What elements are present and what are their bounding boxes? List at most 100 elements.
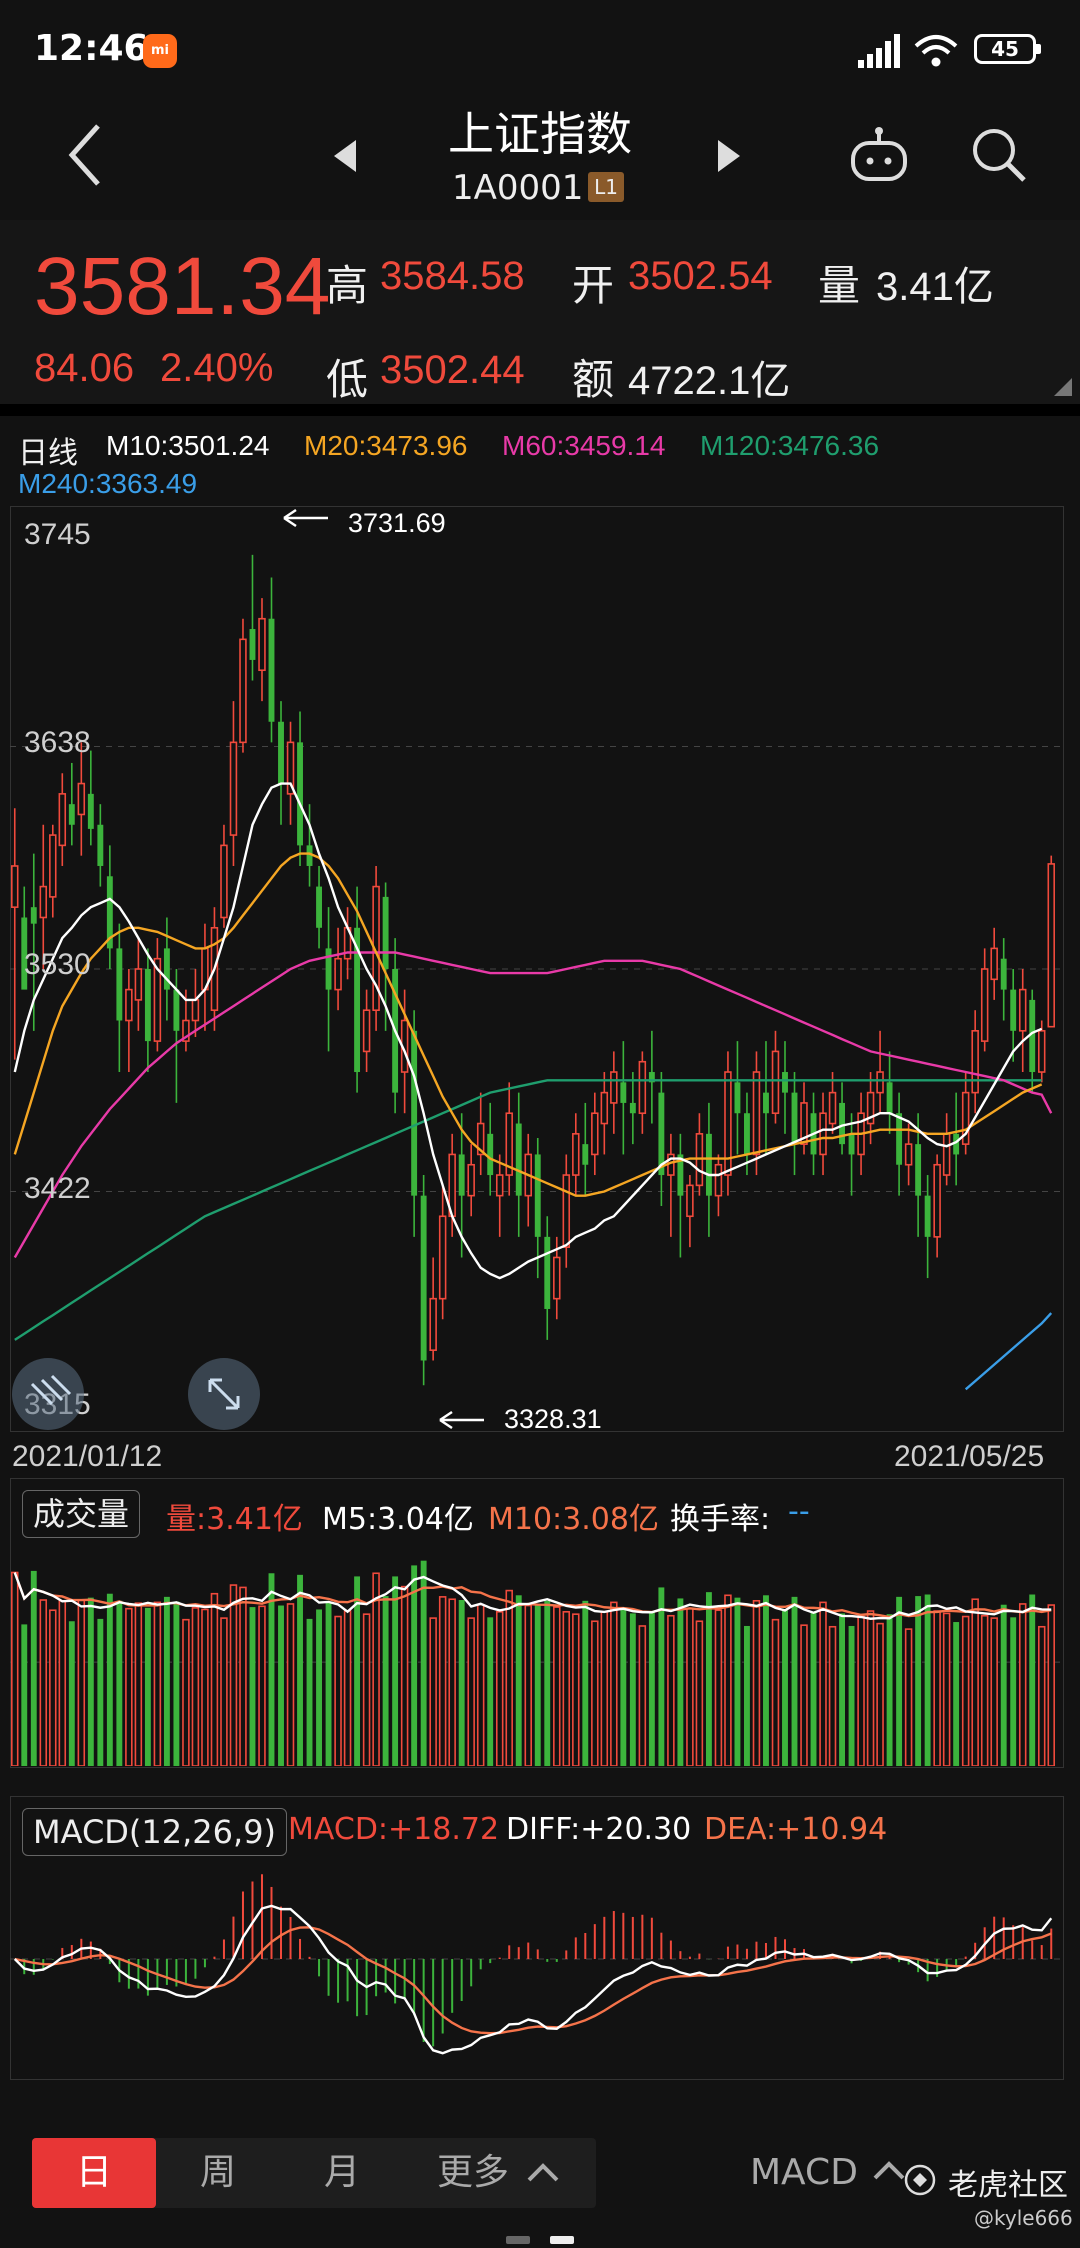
ma20-label: M20:3473.96	[304, 430, 468, 461]
volume-bar	[524, 1604, 532, 1766]
double-chevron-icon	[30, 1374, 72, 1406]
volume-bar	[648, 1612, 655, 1766]
candle-body	[173, 989, 180, 1031]
volume-bar	[667, 1614, 675, 1766]
macd-chart-label[interactable]: MACD(12,26,9)	[22, 1808, 288, 1856]
candle-body	[582, 1144, 589, 1165]
ma10-line	[13, 782, 1043, 1280]
macd-chart[interactable]	[10, 1840, 1064, 2078]
volume-bar	[487, 1617, 494, 1766]
volume-bar	[125, 1607, 133, 1766]
turnover-value: --	[788, 1494, 810, 1529]
volume-bar	[553, 1606, 561, 1766]
tab-day[interactable]: 日	[32, 2138, 156, 2208]
prev-index-icon[interactable]	[330, 138, 358, 174]
next-index-icon[interactable]	[716, 138, 744, 174]
period-label: 日线	[18, 437, 78, 470]
candle-body	[961, 1091, 970, 1145]
volume-bar	[658, 1587, 665, 1766]
volume-bar	[562, 1611, 571, 1766]
tab-more[interactable]: 更多	[436, 2152, 509, 2193]
volume-bar	[600, 1611, 609, 1766]
volume-bar	[839, 1613, 845, 1766]
volume-bar	[163, 1596, 170, 1766]
volume-bar	[819, 1601, 827, 1766]
volume-bar	[448, 1598, 456, 1766]
candle-body	[828, 1091, 837, 1125]
volume-bar	[21, 1624, 28, 1766]
candle-body	[848, 1133, 855, 1155]
candle-body	[971, 1030, 979, 1094]
candle-body	[677, 1154, 684, 1196]
candle-body	[771, 1050, 780, 1115]
volume-bar	[173, 1601, 180, 1766]
volume-bar	[316, 1609, 322, 1766]
status-bar: 12:46 mi 45	[0, 0, 1080, 100]
volume-bar	[610, 1601, 618, 1766]
volume-bar	[857, 1615, 865, 1766]
mi-app-icon: mi	[143, 34, 177, 68]
candle-body	[458, 1154, 465, 1196]
candle-body	[191, 999, 200, 1022]
page-title: 上证指数	[448, 107, 632, 161]
candle-body	[1018, 988, 1027, 1032]
volume-chart-frame	[10, 1478, 1064, 1768]
vol-m5-line	[13, 1572, 1052, 1620]
chevron-up-icon[interactable]	[526, 2160, 560, 2184]
kline-chart[interactable]	[10, 506, 1064, 1432]
low-value: 3502.44	[380, 348, 525, 392]
tab-month[interactable]: 月	[323, 2152, 360, 2193]
volume-bar	[620, 1607, 627, 1766]
volume-bar	[724, 1594, 732, 1766]
volume-bar	[153, 1601, 162, 1766]
volume-bar	[400, 1585, 409, 1766]
volume-bar	[334, 1615, 342, 1766]
volume-bar	[249, 1607, 256, 1766]
volume-chart-label[interactable]: 成交量	[22, 1490, 141, 1538]
candle-body	[782, 1072, 788, 1093]
robot-icon[interactable]	[848, 126, 910, 184]
back-icon[interactable]	[64, 120, 104, 190]
volume-bar	[354, 1576, 361, 1766]
macd-value: MACD:+18.72	[288, 1812, 500, 1847]
indicator-chevron-up-icon[interactable]	[872, 2158, 906, 2182]
volume-bar	[210, 1592, 219, 1766]
collapse-panel-button[interactable]	[12, 1358, 84, 1430]
volume-bar	[429, 1617, 437, 1766]
level-badge: L1	[588, 172, 624, 202]
indicator-selector[interactable]: MACD	[750, 2152, 858, 2193]
candle-body	[476, 1122, 485, 1156]
volume-bar	[828, 1625, 837, 1766]
volume-bar	[752, 1600, 761, 1766]
volume-bar	[306, 1618, 313, 1766]
volume-bar	[134, 1602, 143, 1766]
status-time: 12:46	[34, 28, 149, 69]
volume-bar	[953, 1622, 960, 1766]
tab-week[interactable]: 周	[199, 2152, 236, 2193]
battery-icon: 45	[974, 34, 1041, 64]
candle-body	[620, 1082, 627, 1103]
candle-body	[1010, 989, 1017, 1031]
volume-bar	[229, 1584, 238, 1766]
volume-bar	[714, 1609, 723, 1766]
candle-body	[239, 638, 247, 744]
candle-body	[229, 741, 238, 836]
candle-body	[990, 947, 998, 981]
volume-bar	[915, 1596, 922, 1766]
volume-bar	[372, 1572, 380, 1766]
volume-bar	[297, 1574, 303, 1766]
candle-body	[258, 617, 266, 672]
volume-chart[interactable]	[10, 1530, 1064, 1766]
expand-corner-icon[interactable]	[1054, 378, 1072, 396]
volume-bar	[791, 1596, 798, 1766]
high-annotation: 3731.69	[348, 508, 446, 538]
tiger-logo-icon	[904, 2164, 936, 2196]
candle-body	[1000, 958, 1007, 990]
fullscreen-icon	[208, 1378, 240, 1410]
fullscreen-button[interactable]	[188, 1358, 260, 1430]
volume-bar	[810, 1611, 817, 1766]
volume-bar	[495, 1611, 504, 1766]
page-dot	[506, 2236, 530, 2244]
candle-body	[705, 1133, 712, 1196]
search-icon[interactable]	[970, 126, 1028, 184]
